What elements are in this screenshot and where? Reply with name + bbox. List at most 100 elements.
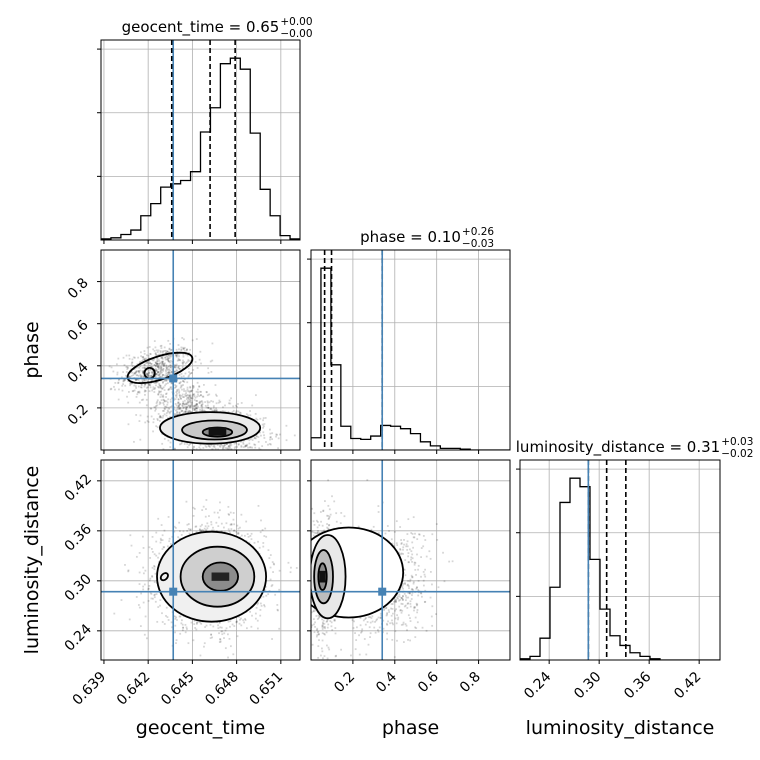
sample-point xyxy=(180,346,183,349)
sample-point xyxy=(168,348,171,351)
sample-point xyxy=(264,417,267,419)
sample-point xyxy=(228,637,231,640)
sample-point xyxy=(215,395,218,397)
sample-point xyxy=(140,592,143,595)
sample-point xyxy=(165,375,168,378)
sample-point xyxy=(149,352,152,355)
sample-point xyxy=(229,446,231,449)
sample-point xyxy=(250,462,252,464)
sample-point xyxy=(139,414,142,417)
sample-point xyxy=(200,404,203,406)
sample-point xyxy=(304,582,306,584)
sample-point xyxy=(242,446,245,449)
sample-point xyxy=(156,358,159,361)
sample-point xyxy=(142,369,145,372)
sample-point xyxy=(151,358,154,361)
sample-point xyxy=(168,371,171,374)
sample-point xyxy=(287,561,290,564)
sample-point xyxy=(174,364,177,367)
sample-point xyxy=(128,375,131,378)
sample-point xyxy=(175,355,178,358)
sample-point xyxy=(238,618,241,621)
sample-point xyxy=(260,519,262,522)
sample-point xyxy=(156,426,159,429)
sample-point xyxy=(187,401,190,403)
sample-point xyxy=(230,453,232,455)
sample-point xyxy=(135,379,137,382)
sample-point xyxy=(110,366,113,369)
sample-point xyxy=(215,409,218,411)
sample-point xyxy=(316,618,319,620)
sample-point xyxy=(166,350,169,353)
sample-point xyxy=(158,401,161,404)
sample-point xyxy=(159,371,162,373)
sample-point xyxy=(147,588,150,591)
sample-point xyxy=(244,445,247,448)
sample-point xyxy=(158,383,161,385)
sample-point xyxy=(168,537,171,540)
sample-point xyxy=(265,594,268,597)
sample-point xyxy=(155,354,158,357)
sample-point xyxy=(156,419,159,422)
sample-point xyxy=(179,359,182,362)
sample-point xyxy=(181,393,184,396)
contour-line xyxy=(179,545,256,608)
sample-point xyxy=(208,446,211,448)
sample-point xyxy=(165,354,168,357)
sample-point xyxy=(176,411,179,413)
sample-point xyxy=(180,410,183,413)
sample-point xyxy=(179,407,182,409)
sample-point xyxy=(208,515,210,517)
sample-point xyxy=(142,601,145,604)
sample-point xyxy=(147,373,150,376)
sample-point xyxy=(175,409,177,412)
sample-point xyxy=(134,372,136,375)
sample-point xyxy=(205,499,208,501)
sample-point xyxy=(212,529,215,532)
sample-point xyxy=(140,399,143,401)
sample-point xyxy=(236,405,238,408)
sample-point xyxy=(200,404,203,407)
sample-point xyxy=(159,353,162,356)
sample-point xyxy=(161,376,163,378)
sample-point xyxy=(139,360,142,363)
sample-point xyxy=(249,610,252,613)
sample-point xyxy=(137,604,140,606)
sample-point xyxy=(141,380,144,383)
sample-point xyxy=(183,403,186,406)
sample-point xyxy=(140,386,143,389)
sample-point xyxy=(194,355,197,358)
sample-point xyxy=(201,401,204,404)
sample-point xyxy=(141,366,144,369)
sample-point xyxy=(207,525,210,528)
sample-point xyxy=(271,561,274,563)
sample-point xyxy=(303,575,305,577)
sample-point xyxy=(189,528,192,531)
sample-point xyxy=(160,357,163,359)
panel-frame xyxy=(310,249,511,451)
sample-point xyxy=(161,373,164,376)
sample-point xyxy=(174,394,177,397)
sample-point xyxy=(173,366,176,369)
sample-point xyxy=(199,654,202,657)
sample-point xyxy=(206,404,209,407)
sample-point xyxy=(328,517,330,520)
sample-point xyxy=(182,407,185,409)
sample-point xyxy=(199,621,202,624)
sample-point xyxy=(154,346,157,349)
sample-point xyxy=(167,339,170,342)
sample-point xyxy=(203,454,205,456)
sample-point xyxy=(182,346,185,349)
sample-point xyxy=(193,393,196,396)
sample-point xyxy=(239,411,241,414)
sample-point xyxy=(192,639,195,642)
sample-point xyxy=(137,370,140,373)
sample-point xyxy=(215,409,218,412)
sample-point xyxy=(208,445,211,447)
sample-point xyxy=(185,500,188,503)
sample-point xyxy=(159,386,162,389)
sample-point xyxy=(161,369,164,371)
sample-point xyxy=(186,403,189,406)
sample-point xyxy=(224,410,227,413)
sample-point xyxy=(210,407,212,410)
